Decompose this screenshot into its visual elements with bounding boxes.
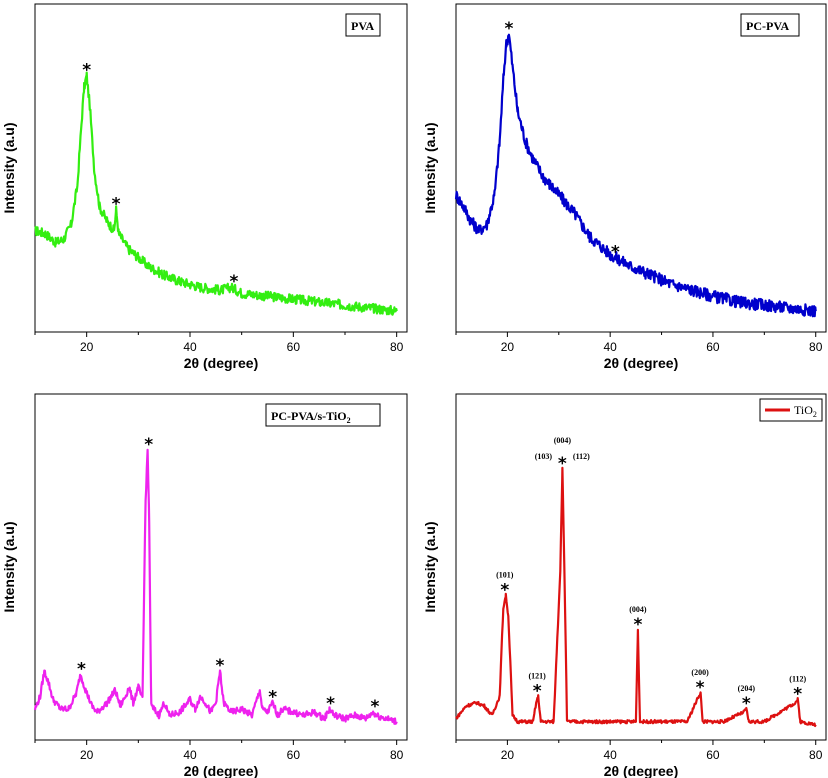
x-tick-label: 80 <box>390 748 404 762</box>
peak-marker: * <box>144 435 153 455</box>
peak-index-label: (121) <box>529 671 547 680</box>
peak-marker: * <box>611 242 620 262</box>
y-axis-label: Intensity (a.u) <box>422 521 438 612</box>
x-axis-label: 2θ (degree) <box>184 355 258 371</box>
y-axis-label: Intensity (a.u) <box>422 122 438 213</box>
peak-marker: * <box>268 688 277 708</box>
peak-index-label: (004) <box>554 436 572 445</box>
x-tick-label: 40 <box>603 748 617 762</box>
legend-label: PC-PVA/s-TiO2 <box>271 409 351 425</box>
peak-marker: * <box>696 678 705 698</box>
x-tick-label: 60 <box>287 748 301 762</box>
y-axis-label: Intensity (a.u) <box>1 521 17 612</box>
legend-box <box>740 13 800 37</box>
peak-index-label: (004) <box>629 605 647 614</box>
peak-marker: * <box>558 454 567 474</box>
x-tick-label: 40 <box>183 340 197 354</box>
peak-marker: * <box>77 659 86 679</box>
legend-box <box>265 403 381 427</box>
x-tick-label: 40 <box>603 340 617 354</box>
peak-marker: * <box>533 681 542 701</box>
peak-index-label: (200) <box>691 668 709 677</box>
peak-marker: * <box>216 656 225 676</box>
peak-marker: * <box>229 272 238 292</box>
x-tick-label: 60 <box>706 748 720 762</box>
legend-label: TiO2 <box>794 403 817 419</box>
chart-panel-2: 20 40 60 80 2θ (degree) Intensity (a.u) * * PC-P… <box>422 3 827 371</box>
peak-marker: * <box>82 61 91 81</box>
peak-marker: * <box>793 685 802 705</box>
peak-marker: * <box>504 19 513 39</box>
series-line-1 <box>33 448 398 725</box>
x-tick-label: 60 <box>706 340 720 354</box>
x-axis-label: 2θ (degree) <box>184 763 258 778</box>
plot-frame <box>455 393 827 741</box>
peak-marker: * <box>112 195 121 215</box>
x-tick-label: 80 <box>390 340 404 354</box>
series-line-1 <box>454 33 817 318</box>
x-tick-label: 40 <box>183 748 197 762</box>
legend-box <box>345 13 381 37</box>
peak-marker: * <box>742 694 751 714</box>
peak-index-label: (112) <box>789 675 806 684</box>
series-line-1 <box>455 466 817 728</box>
legend-label: PC-PVA <box>746 19 789 33</box>
peak-index-label: (112) <box>573 452 590 461</box>
peak-marker: * <box>371 697 380 717</box>
x-tick-label: 20 <box>80 340 94 354</box>
plot-frame <box>455 3 827 333</box>
x-tick-label: 80 <box>809 748 823 762</box>
x-tick-label: 20 <box>501 340 515 354</box>
peak-marker: * <box>633 615 642 635</box>
peak-index-label: (204) <box>738 684 756 693</box>
peak-marker: * <box>500 580 509 600</box>
x-tick-label: 20 <box>501 748 515 762</box>
peak-index-label: (103) <box>535 452 553 461</box>
peak-marker: * <box>326 694 335 714</box>
x-tick-label: 60 <box>287 340 301 354</box>
chart-panel-3: 20 40 60 80 2θ (degree) Intensity (a.u) * * * * * *… <box>1 393 408 778</box>
plot-frame <box>34 393 408 741</box>
chart-panel-1: 20 40 60 80 2θ (degree) Intensity (a.u) * * * PVA <box>1 3 408 371</box>
plot-frame <box>34 3 408 333</box>
x-tick-label: 20 <box>80 748 94 762</box>
x-tick-label: 80 <box>809 340 823 354</box>
x-axis-label: 2θ (degree) <box>604 355 678 371</box>
peak-index-label: (101) <box>496 570 514 579</box>
y-axis-label: Intensity (a.u) <box>1 122 17 213</box>
series-line-1 <box>34 71 398 316</box>
legend-label: PVA <box>351 19 374 33</box>
x-axis-label: 2θ (degree) <box>604 763 678 778</box>
legend-box <box>759 398 823 422</box>
